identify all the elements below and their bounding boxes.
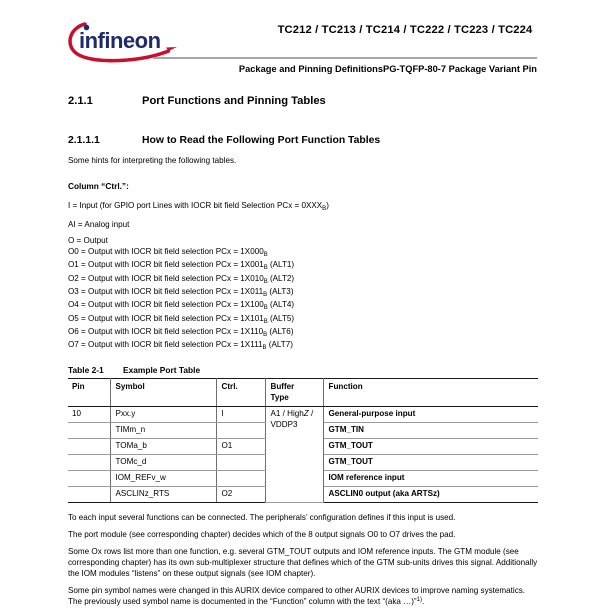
- ctrl-definition-line: O7 = Output with IOCR bit field selectio…: [68, 340, 293, 352]
- cell-ctrl: I: [216, 406, 266, 424]
- ctrl-definition-line: AI = Analog input: [68, 219, 130, 229]
- explanatory-paragraph: Some pin symbol names were changed in th…: [68, 585, 526, 606]
- binary-subscript: B: [322, 206, 327, 213]
- table-header-row: Pin Symbol Ctrl. Buffer Type Function: [68, 378, 538, 408]
- page-header: infineon TC212 / TC213 / TC214 / TC222 /…: [0, 0, 600, 84]
- subsection-intro-text: Some hints for interpreting the followin…: [68, 156, 237, 165]
- cell-function: GTM_TOUT: [323, 454, 538, 472]
- cell-function: ASCLIN0 output (aka ARTSz): [323, 486, 538, 504]
- buffer-type-line-2: VDDP3: [270, 419, 298, 429]
- ctrl-definition-line: O6 = Output with IOCR bit field selectio…: [68, 326, 294, 338]
- table-row: TOMc_d GTM_TOUT: [68, 454, 538, 472]
- ctrl-definition-line: O3 = Output with IOCR bit field selectio…: [68, 286, 294, 298]
- cell-function: GTM_TOUT: [323, 438, 538, 456]
- column-header-symbol: Symbol: [110, 378, 217, 408]
- binary-subscript: B: [262, 345, 267, 352]
- buffer-type-italic-z: Z: [303, 409, 309, 419]
- spacer: [68, 108, 538, 134]
- ctrl-definition-line: O5 = Output with IOCR bit field selectio…: [68, 313, 295, 325]
- cell-symbol: TOMc_d: [110, 454, 217, 472]
- table-caption-title: Example Port Table: [123, 365, 201, 376]
- table-caption: Table 2-1 Example Port Table: [68, 364, 538, 376]
- spacer: [68, 147, 538, 155]
- binary-subscript: B: [263, 305, 268, 312]
- cell-ctrl: [216, 454, 266, 472]
- explanatory-paragraph: To each input several functions can be c…: [68, 513, 456, 523]
- column-header-pin: Pin: [68, 378, 111, 408]
- cell-symbol: Pxx.y: [110, 406, 217, 424]
- cell-function: General-purpose input: [323, 406, 538, 424]
- cell-ctrl: [216, 470, 266, 488]
- buffer-header-line-1: Buffer: [270, 382, 295, 392]
- table-body: 10 Pxx.y I A1 / HighZ / VDDP3 General-purpose…: [68, 406, 538, 504]
- table-row: TIMm_n GTM_TIN: [68, 422, 538, 440]
- infineon-logo-icon: infineon: [68, 22, 177, 63]
- explanatory-paragraph: Some Ox rows list more than one function…: [68, 546, 538, 579]
- section-heading: 2.1.1 Port Functions and Pinning Tables: [68, 94, 538, 108]
- cell-buffer-type: A1 / HighZ / VDDP3: [265, 406, 324, 504]
- ctrl-definition-line: O2 = Output with IOCR bit field selectio…: [68, 273, 295, 285]
- column-header-buffer-type: Buffer Type: [265, 378, 324, 408]
- subsection-number: 2.1.1.1: [68, 135, 100, 146]
- cell-function: IOM reference input: [323, 470, 538, 488]
- table-caption-number: Table 2-1: [68, 365, 104, 376]
- column-header-ctrl: Ctrl.: [216, 378, 266, 408]
- cell-pin: [68, 438, 111, 456]
- table-row: ASCLINz_RTS O2 ASCLIN0 output (aka ARTSz): [68, 486, 538, 504]
- cell-symbol: TIMm_n: [110, 422, 217, 440]
- cell-pin: [68, 422, 111, 440]
- binary-subscript: B: [263, 331, 268, 338]
- buffer-header-line-2: Type: [270, 392, 289, 402]
- ctrl-definition-line: I = Input (for GPIO port Lines with IOCR…: [68, 201, 329, 213]
- table-header: Pin Symbol Ctrl. Buffer Type Function: [68, 378, 538, 408]
- ctrl-definition-list: I = Input (for GPIO port Lines with IOCR…: [68, 200, 538, 352]
- document-family-title: TC212 / TC213 / TC214 / TC222 / TC223 / …: [277, 24, 533, 36]
- cell-pin: [68, 470, 111, 488]
- cell-symbol: IOM_REFv_w: [110, 470, 217, 488]
- subsection-heading: 2.1.1.1 How to Read the Following Port F…: [68, 134, 538, 147]
- cell-ctrl: O2: [216, 486, 266, 504]
- table-row: 10 Pxx.y I A1 / HighZ / VDDP3 General-purpose…: [68, 406, 538, 504]
- cell-function: GTM_TIN: [323, 422, 538, 440]
- cell-symbol: ASCLINz_RTS: [110, 486, 217, 504]
- cell-pin: [68, 486, 111, 504]
- ctrl-column-heading: Column “Ctrl.”:: [68, 181, 129, 192]
- spacer: [68, 352, 538, 364]
- cell-ctrl: O1: [216, 438, 266, 456]
- svg-text:infineon: infineon: [79, 28, 161, 53]
- ctrl-definition-line: O4 = Output with IOCR bit field selectio…: [68, 300, 295, 312]
- document-body: 2.1.1 Port Functions and Pinning Tables …: [68, 94, 538, 615]
- binary-subscript: B: [263, 265, 268, 272]
- table-row: IOM_REFv_w IOM reference input: [68, 470, 538, 488]
- ctrl-definition-line: O1 = Output with IOCR bit field selectio…: [68, 260, 295, 272]
- column-header-function: Function: [323, 378, 538, 408]
- explanatory-paragraph: The port module (see corresponding chapt…: [68, 529, 456, 539]
- binary-subscript: B: [263, 278, 268, 285]
- cell-pin: [68, 454, 111, 472]
- document-subtitle: Package and Pinning DefinitionsPG-TQFP-8…: [238, 64, 537, 74]
- spacer: [68, 192, 538, 200]
- spacer: [68, 166, 538, 181]
- explanatory-paragraphs: To each input several functions can be c…: [68, 512, 538, 609]
- cell-ctrl: [216, 422, 266, 440]
- header-divider: [153, 57, 537, 59]
- section-title: Port Functions and Pinning Tables: [142, 95, 326, 107]
- ctrl-definition-line: O = Output: [68, 235, 108, 245]
- binary-subscript: B: [263, 318, 268, 325]
- subsection-title: How to Read the Following Port Function …: [142, 135, 381, 146]
- table-row: TOMa_b O1 GTM_TOUT: [68, 438, 538, 456]
- infineon-logo: infineon: [66, 19, 182, 65]
- example-port-table: Pin Symbol Ctrl. Buffer Type Function 10…: [68, 378, 538, 504]
- cell-symbol: TOMa_b: [110, 438, 217, 456]
- ctrl-definition-line: O0 = Output with IOCR bit field selectio…: [68, 247, 268, 259]
- section-number: 2.1.1: [68, 95, 93, 107]
- cell-pin: 10: [68, 406, 111, 424]
- binary-subscript: B: [263, 252, 268, 259]
- binary-subscript: B: [263, 291, 268, 298]
